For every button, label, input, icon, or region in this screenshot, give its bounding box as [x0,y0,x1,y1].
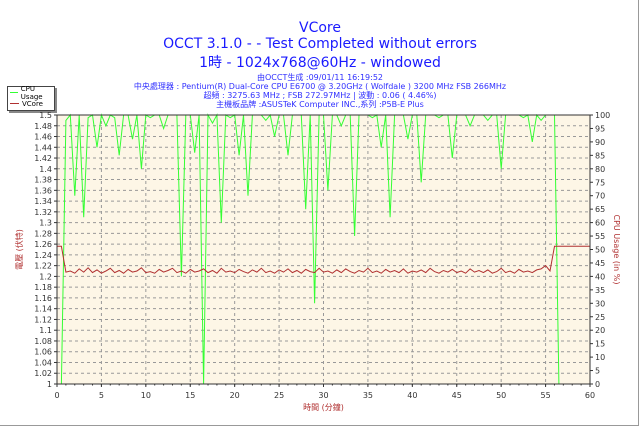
y-tick-label: 1.26 [34,240,52,249]
y-tick-label: 1.48 [34,122,52,131]
y-tick-label: 1.04 [34,358,52,367]
legend-item-cpu: CPU Usage [8,84,54,101]
series-vcore-line [57,245,590,274]
y-tick-label: 1.28 [34,229,52,238]
y-tick-label: 1.24 [34,251,52,260]
y2-tick-label: 35 [595,286,605,295]
y2-tick-label: 85 [595,151,605,160]
y-tick-label: 1.14 [34,305,52,314]
info-generated: 由OCCT生成 :09/01/11 16:19:52 [257,73,383,82]
y-tick-label: 1.32 [34,208,52,217]
y2-tick-label: 100 [595,111,610,120]
y-tick-label: 1.08 [34,337,52,346]
y2-tick-label: 40 [595,272,605,281]
y2-tick-label: 30 [595,299,605,308]
y2-tick-label: 45 [595,259,605,268]
legend-item-vcore: VCore [8,98,54,109]
y2-tick-label: 60 [595,219,605,228]
x-tick-label: 5 [99,391,104,400]
chart-subtitle-2: 1時 - 1024x768@60Hz - windowed [199,55,441,71]
y-tick-label: 1.44 [34,143,52,152]
info-motherboard: 主機板品牌 :ASUSTeK Computer INC.,系列 :P5B-E P… [216,100,424,109]
x-tick-label: 25 [274,391,284,400]
y2-tick-label: 95 [595,124,605,133]
y2-tick-label: 80 [595,165,605,174]
y-tick-label: 1.42 [34,154,52,163]
y-tick-label: 1 [47,380,52,389]
plot-border [56,114,591,385]
y2-tick-label: 0 [595,380,600,389]
y-axis-label: 電壓 (伏特) [14,229,24,270]
y-tick-label: 1.18 [34,283,52,292]
y2-axis-label: CPU Usage (in %) [612,215,621,285]
info-overclock: 超頻 : 3275.63 MHz ; FSB 272.97MHz | 波動 : … [203,91,437,100]
y2-tick-label: 75 [595,178,605,187]
y2-tick-label: 70 [595,192,605,201]
x-tick-label: 20 [230,391,240,400]
x-tick-label: 30 [318,391,328,400]
y-tick-label: 1.38 [34,176,52,185]
y2-tick-label: 5 [595,367,600,376]
chart-title: VCore [299,20,341,36]
x-tick-label: 55 [540,391,550,400]
y-tick-label: 1.2 [39,272,52,281]
x-axis-label: 時間 (分鐘) [303,402,344,412]
y2-tick-label: 25 [595,313,605,322]
x-tick-label: 40 [407,391,417,400]
x-tick-label: 50 [496,391,506,400]
legend-label-cpu: CPU Usage [20,84,43,101]
legend-label-vcore: VCore [22,99,43,108]
legend-swatch-vcore [10,103,19,104]
y2-tick-label: 15 [595,340,605,349]
y-tick-label: 1.3 [39,219,52,228]
y-tick-label: 1.06 [34,348,52,357]
x-tick-label: 60 [585,391,595,400]
x-tick-label: 0 [54,391,59,400]
y2-tick-label: 90 [595,138,605,147]
y-tick-label: 1.5 [39,111,52,120]
y-tick-label: 1.12 [34,315,52,324]
info-cpu: 中央處理器 : Pentium(R) Dual-Core CPU E6700 @… [133,82,507,91]
y-tick-label: 1.36 [34,186,52,195]
y-tick-label: 1.46 [34,133,52,142]
x-tick-label: 35 [363,391,373,400]
y2-tick-label: 65 [595,205,605,214]
y-tick-label: 1.4 [39,165,52,174]
y-tick-label: 1.34 [34,197,52,206]
y-tick-label: 1.22 [34,262,52,271]
x-tick-label: 10 [141,391,151,400]
y-tick-label: 1.16 [34,294,52,303]
x-tick-label: 45 [452,391,462,400]
legend-swatch-cpu [10,92,18,93]
legend: CPU Usage VCore [7,84,55,111]
y-tick-label: 1.1 [39,326,52,335]
y2-tick-label: 20 [595,326,605,335]
x-tick-label: 15 [185,391,195,400]
y2-tick-label: 10 [595,353,605,362]
y2-tick-label: 50 [595,246,605,255]
chart-subtitle: OCCT 3.1.0 - - Test Completed without er… [163,36,477,52]
y-tick-label: 1.02 [34,369,52,378]
y2-tick-label: 55 [595,232,605,241]
